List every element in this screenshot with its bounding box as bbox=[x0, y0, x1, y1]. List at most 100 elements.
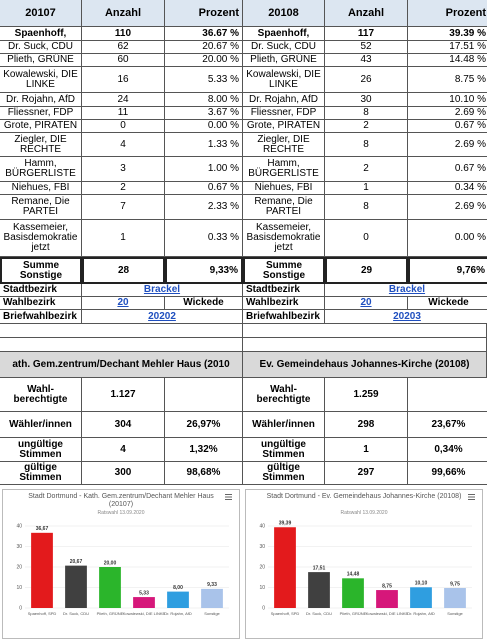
x-tick-label: Plieth, GRÜNE bbox=[97, 611, 124, 616]
x-tick-label: Kowalewski, DIE LINKE bbox=[366, 611, 409, 616]
row-percent: 9,76% bbox=[408, 257, 487, 284]
row-count: 28 bbox=[82, 257, 165, 284]
row-label: Wahlbezirk bbox=[243, 297, 325, 310]
value-label: 14,48 bbox=[347, 572, 360, 578]
row-count: 8 bbox=[325, 195, 408, 220]
row-percent: 17.51 % bbox=[408, 41, 487, 54]
station-percent: 26,97% bbox=[165, 412, 243, 438]
row-count[interactable]: 20 bbox=[325, 297, 408, 310]
bar bbox=[308, 572, 330, 608]
row-label: Dr. Suck, CDU bbox=[243, 41, 325, 54]
row-label: Plieth, GRÜNE bbox=[243, 54, 325, 67]
value-label: 9,33 bbox=[207, 582, 217, 588]
row-label: Stadtbezirk bbox=[243, 284, 325, 297]
row-value[interactable]: 20202 bbox=[82, 310, 243, 324]
row-label: Kowalewski, DIE LINKE bbox=[243, 67, 325, 93]
row-count: 62 bbox=[82, 41, 165, 54]
row-label: Briefwahlbezirk bbox=[0, 310, 82, 324]
x-tick-label: Dr. Rojahn, AfD bbox=[407, 611, 435, 616]
row-label: Plieth, GRÜNE bbox=[0, 54, 82, 67]
row-label: Niehues, FBI bbox=[0, 182, 82, 195]
empty-cell bbox=[165, 378, 243, 412]
row-label: Dr. Rojahn, AfD bbox=[243, 93, 325, 107]
value-label: 20,00 bbox=[104, 560, 117, 566]
row-value[interactable]: Brackel bbox=[82, 284, 243, 297]
menu-icon[interactable] bbox=[225, 494, 232, 500]
x-tick-label: Dr. Suck, CDU bbox=[306, 611, 332, 616]
row-percent: 3.67 % bbox=[165, 107, 243, 120]
bar bbox=[444, 588, 466, 608]
row-count: 0 bbox=[325, 220, 408, 257]
row-count[interactable]: 20 bbox=[82, 297, 165, 310]
row-count: 29 bbox=[325, 257, 408, 284]
empty-row bbox=[243, 324, 487, 338]
row-label: Wahlbezirk bbox=[0, 297, 82, 310]
row-value[interactable]: Brackel bbox=[325, 284, 487, 297]
row-percent: Wickede bbox=[165, 297, 243, 310]
x-tick-label: Spaenhoff, SPD bbox=[271, 611, 300, 616]
x-tick-label: Dr. Suck, CDU bbox=[63, 611, 89, 616]
station-count: 4 bbox=[82, 438, 165, 462]
x-tick-label: Sonstige bbox=[447, 611, 463, 616]
value-label: 20,67 bbox=[70, 559, 83, 565]
bar bbox=[31, 532, 53, 608]
station-count: 1 bbox=[325, 438, 408, 462]
bar bbox=[342, 578, 364, 608]
row-percent: 0.67 % bbox=[165, 182, 243, 195]
y-tick-label: 10 bbox=[259, 585, 265, 591]
station-count: 304 bbox=[82, 412, 165, 438]
row-percent: 0.00 % bbox=[165, 120, 243, 133]
header-cell: Anzahl bbox=[82, 0, 165, 27]
chart-plot: 0 10 20 30 40 Spaenhoff, SPD 36,67 Dr. Suck, CD… bbox=[16, 494, 232, 616]
header-cell: 20108 bbox=[243, 0, 325, 27]
row-label: Stadtbezirk bbox=[0, 284, 82, 297]
row-value[interactable]: 20203 bbox=[325, 310, 487, 324]
station-count: 1.259 bbox=[325, 378, 408, 412]
bar bbox=[274, 527, 296, 608]
value-label: 8,75 bbox=[382, 583, 392, 589]
row-count: 0 bbox=[82, 120, 165, 133]
station-label: Wähler/innen bbox=[0, 412, 82, 438]
station-count: 298 bbox=[325, 412, 408, 438]
row-label: Fliessner, FDP bbox=[243, 107, 325, 120]
y-tick-label: 40 bbox=[259, 523, 265, 529]
x-tick-label: Plieth, GRÜNE bbox=[340, 611, 367, 616]
chart-right: Stadt Dortmund - Ev. Gemeindehaus Johann… bbox=[245, 489, 483, 639]
row-count: 60 bbox=[82, 54, 165, 67]
bar bbox=[410, 587, 432, 608]
chart-title: Stadt Dortmund - Ev. Gemeindehaus Johann… bbox=[266, 493, 462, 500]
row-label: Remane, Die PARTEI bbox=[0, 195, 82, 220]
value-label: 36,67 bbox=[36, 526, 49, 532]
row-percent: 9,33% bbox=[165, 257, 243, 284]
row-label: Spaenhoff, bbox=[243, 27, 325, 41]
y-tick-label: 10 bbox=[16, 585, 22, 591]
y-tick-label: 40 bbox=[16, 523, 22, 529]
value-label: 9,75 bbox=[450, 581, 460, 587]
row-count: 26 bbox=[325, 67, 408, 93]
row-percent: 1.00 % bbox=[165, 157, 243, 182]
station-percent: 1,32% bbox=[165, 438, 243, 462]
station-percent: 0,34% bbox=[408, 438, 487, 462]
row-percent: 2.69 % bbox=[408, 107, 487, 120]
row-label: Summe Sonstige bbox=[243, 257, 325, 284]
row-label: Dr. Suck, CDU bbox=[0, 41, 82, 54]
row-count: 2 bbox=[325, 157, 408, 182]
menu-icon[interactable] bbox=[468, 494, 475, 500]
row-count: 43 bbox=[325, 54, 408, 67]
row-percent: 1.33 % bbox=[165, 133, 243, 157]
value-label: 8,00 bbox=[173, 585, 183, 591]
row-count: 110 bbox=[82, 27, 165, 41]
y-tick-label: 30 bbox=[16, 544, 22, 550]
row-percent: 2.33 % bbox=[165, 195, 243, 220]
row-percent: 39.39 % bbox=[408, 27, 487, 41]
station-label: Wahl-berechtigte bbox=[0, 378, 82, 412]
row-label: Summe Sonstige bbox=[0, 257, 82, 284]
row-percent: 2.69 % bbox=[408, 195, 487, 220]
row-count: 4 bbox=[82, 133, 165, 157]
row-label: Fliessner, FDP bbox=[0, 107, 82, 120]
value-label: 10,10 bbox=[415, 581, 428, 587]
y-tick-label: 30 bbox=[259, 544, 265, 550]
y-tick-label: 0 bbox=[262, 605, 265, 611]
empty-row bbox=[0, 338, 243, 352]
